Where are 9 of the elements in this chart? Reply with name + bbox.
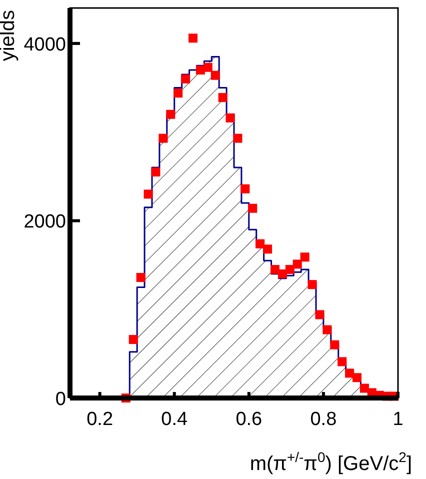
y-tick-label: 2000 (24, 212, 66, 233)
y-tick-label: 0 (55, 389, 66, 410)
y-tick-label: 4000 (24, 34, 66, 56)
x-tick-label: 1 (392, 409, 404, 430)
x-tick-label: 0.8 (310, 409, 337, 430)
x-tick-label: 0.4 (161, 409, 188, 430)
x-axis-title: m(π$^{+/-}$π$^{0}$) [GeV/c$^{2}$] (250, 449, 412, 475)
x-tick-label: 0.2 (86, 409, 114, 430)
x-tick-label: 0.6 (236, 409, 262, 430)
